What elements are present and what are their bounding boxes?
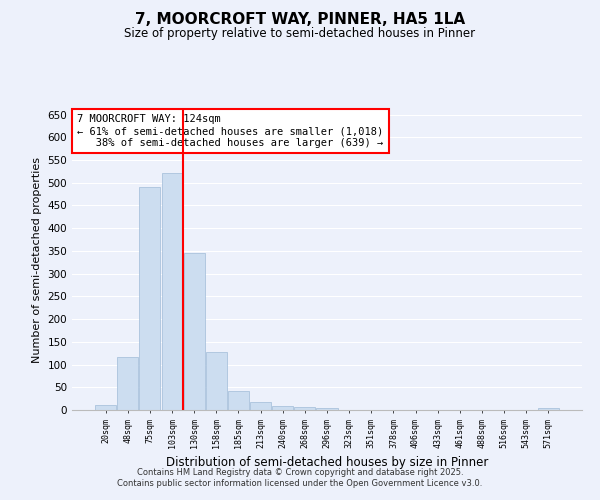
Y-axis label: Number of semi-detached properties: Number of semi-detached properties — [32, 157, 42, 363]
Text: Contains HM Land Registry data © Crown copyright and database right 2025.
Contai: Contains HM Land Registry data © Crown c… — [118, 468, 482, 487]
Bar — [184, 253, 205, 410]
Bar — [538, 408, 559, 410]
Text: 7 MOORCROFT WAY: 124sqm
← 61% of semi-detached houses are smaller (1,018)
   38%: 7 MOORCROFT WAY: 124sqm ← 61% of semi-de… — [77, 114, 383, 148]
Bar — [272, 406, 293, 410]
Bar — [316, 408, 338, 410]
Bar — [206, 352, 227, 410]
X-axis label: Distribution of semi-detached houses by size in Pinner: Distribution of semi-detached houses by … — [166, 456, 488, 469]
Bar — [95, 406, 116, 410]
Text: 7, MOORCROFT WAY, PINNER, HA5 1LA: 7, MOORCROFT WAY, PINNER, HA5 1LA — [135, 12, 465, 28]
Bar — [295, 407, 316, 410]
Bar — [228, 391, 249, 410]
Bar — [118, 357, 139, 410]
Text: Size of property relative to semi-detached houses in Pinner: Size of property relative to semi-detach… — [124, 28, 476, 40]
Bar — [139, 188, 160, 410]
Bar — [250, 402, 271, 410]
Bar — [161, 172, 182, 410]
